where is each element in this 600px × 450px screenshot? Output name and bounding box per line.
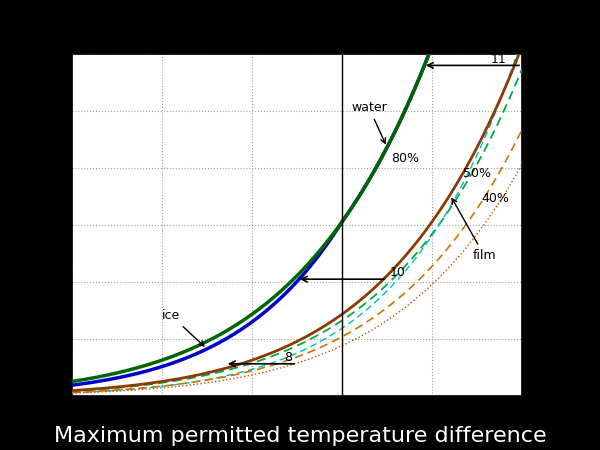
Text: 80%: 80% [392,152,419,165]
Y-axis label: Vapour Pressure Kpa: Vapour Pressure Kpa [23,153,37,297]
Text: 11: 11 [491,53,506,66]
X-axis label: Temperature °C: Temperature °C [242,424,352,438]
Text: 10: 10 [390,266,406,279]
Text: 8: 8 [284,351,293,364]
Text: 40%: 40% [482,192,509,205]
Text: water: water [351,101,387,143]
Text: Maximum permitted temperature difference: Maximum permitted temperature difference [53,426,547,446]
Text: film: film [452,198,496,262]
Text: ice: ice [162,309,204,346]
Text: 50%: 50% [464,166,491,180]
